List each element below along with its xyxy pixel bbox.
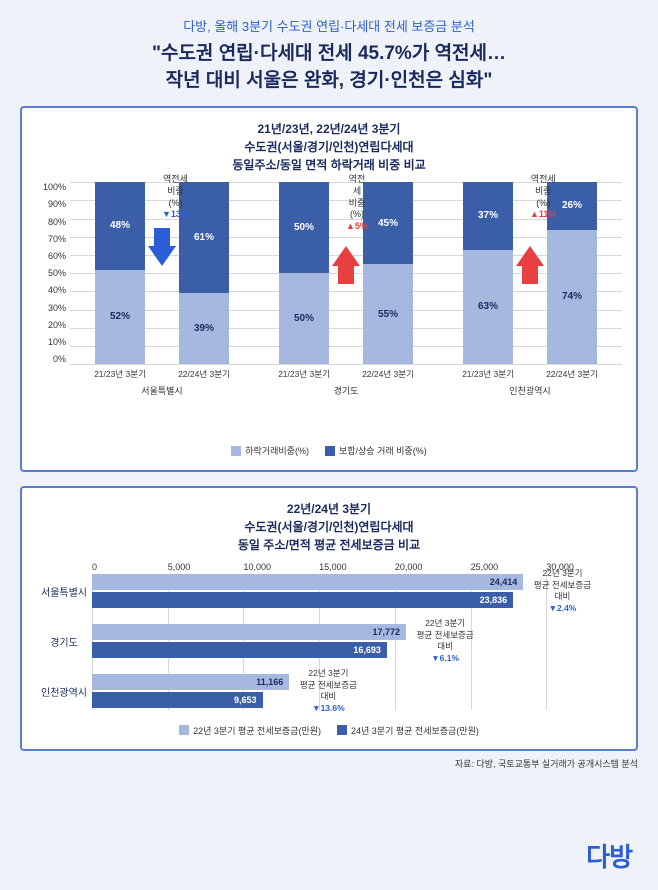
chart2-legend: 22년 3분기 평균 전세보증금(만원)24년 3분기 평균 전세보증금(만원) <box>36 724 622 738</box>
chart2-plot: 서울특별시24,414 23,83622년 3분기평균 전세보증금대비▼2.4%… <box>36 574 622 710</box>
chart1-xlabels: 21/23년 3분기22/24년 3분기21/23년 3분기22/24년 3분기… <box>70 368 622 380</box>
chart2-panel: 22년/24년 3분기 수도권(서울/경기/인천)연립다세대 동일 주소/면적 … <box>20 486 638 752</box>
stacked-bar: 45%55% <box>363 182 413 364</box>
chart1-panel: 21년/23년, 22년/24년 3분기 수도권(서울/경기/인천)연립다세대 … <box>20 106 638 472</box>
chart1-regions: 48%52%61%39%역전세비중(%)▼13%50%50%45%55%역전세비… <box>70 182 622 364</box>
chart2-row: 경기도17,772 16,69322년 3분기평균 전세보증금대비▼6.1% <box>36 624 622 660</box>
stacked-bar: 50%50% <box>279 182 329 364</box>
subtitle: 다방, 올해 3분기 수도권 연립·다세대 전세 보증금 분석 <box>20 16 638 35</box>
chart1-plot: 48%52%61%39%역전세비중(%)▼13%50%50%45%55%역전세비… <box>70 182 622 422</box>
chart1-legend: 하락거래비중(%)보합/상승 거래 비중(%) <box>36 444 622 458</box>
stacked-bar: 37%63% <box>463 182 513 364</box>
chart1-yaxis: 100%90%80%70%60%50%40%30%20%10%0% <box>36 182 70 364</box>
chart2: 05,00010,00015,00020,00025,00030,000 서울특… <box>36 562 622 710</box>
chart2-row: 서울특별시24,414 23,83622년 3분기평균 전세보증금대비▼2.4% <box>36 574 622 610</box>
source-text: 자료: 다방, 국토교통부 실거래가 공개시스템 분석 <box>20 757 638 770</box>
chart1: 100%90%80%70%60%50%40%30%20%10%0% 48%52%… <box>36 182 622 422</box>
chart2-row: 인천광역시11,166 9,65322년 3분기평균 전세보증금대비▼13.6% <box>36 674 622 710</box>
chart2-title: 22년/24년 3분기 수도권(서울/경기/인천)연립다세대 동일 주소/면적 … <box>36 500 622 554</box>
chart1-title: 21년/23년, 22년/24년 3분기 수도권(서울/경기/인천)연립다세대 … <box>36 120 622 174</box>
brand-logo: 다방 <box>586 837 632 874</box>
header: 다방, 올해 3분기 수도권 연립·다세대 전세 보증금 분석 "수도권 연립·… <box>20 16 638 94</box>
stacked-bar: 48%52% <box>95 182 145 364</box>
chart1-region-names: 서울특별시경기도인천광역시 <box>70 384 622 397</box>
title: "수도권 연립·다세대 전세 45.7%가 역전세… 작년 대비 서울은 완화,… <box>20 41 638 94</box>
